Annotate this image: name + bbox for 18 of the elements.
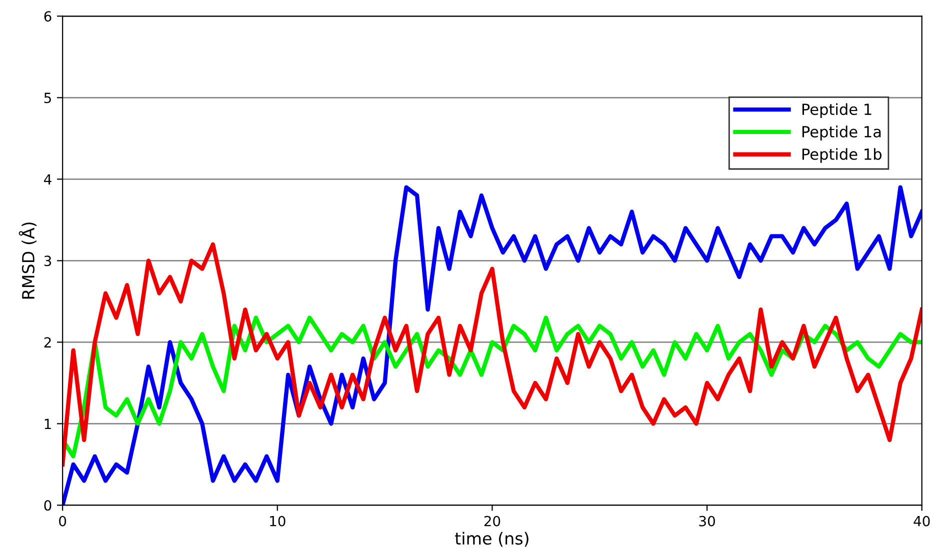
y-axis-title: RMSD (Å) bbox=[18, 222, 36, 299]
line-series bbox=[62, 242, 922, 467]
x-axis-title: time (ns) bbox=[455, 532, 528, 547]
y-tick-label: 0 bbox=[44, 500, 52, 511]
y-tick-label: 4 bbox=[44, 174, 52, 184]
y-tick-label: 2 bbox=[44, 337, 51, 348]
y-tick-label: 1 bbox=[44, 418, 51, 429]
y-tick-label: 5 bbox=[44, 92, 51, 104]
x-tick-label: 10 bbox=[270, 516, 286, 526]
legend-label: Peptide 1b bbox=[802, 148, 882, 163]
y-tick-label: 6 bbox=[44, 11, 52, 22]
x-tick-label: 20 bbox=[484, 516, 500, 526]
x-tick-label: 0 bbox=[59, 516, 66, 526]
x-tick-label: 40 bbox=[914, 516, 930, 526]
y-tick-label: 3 bbox=[44, 256, 52, 266]
x-tick-label: 30 bbox=[699, 516, 715, 526]
legend-label: Peptide 1 bbox=[802, 103, 872, 118]
legend-label: Peptide 1a bbox=[802, 126, 881, 140]
